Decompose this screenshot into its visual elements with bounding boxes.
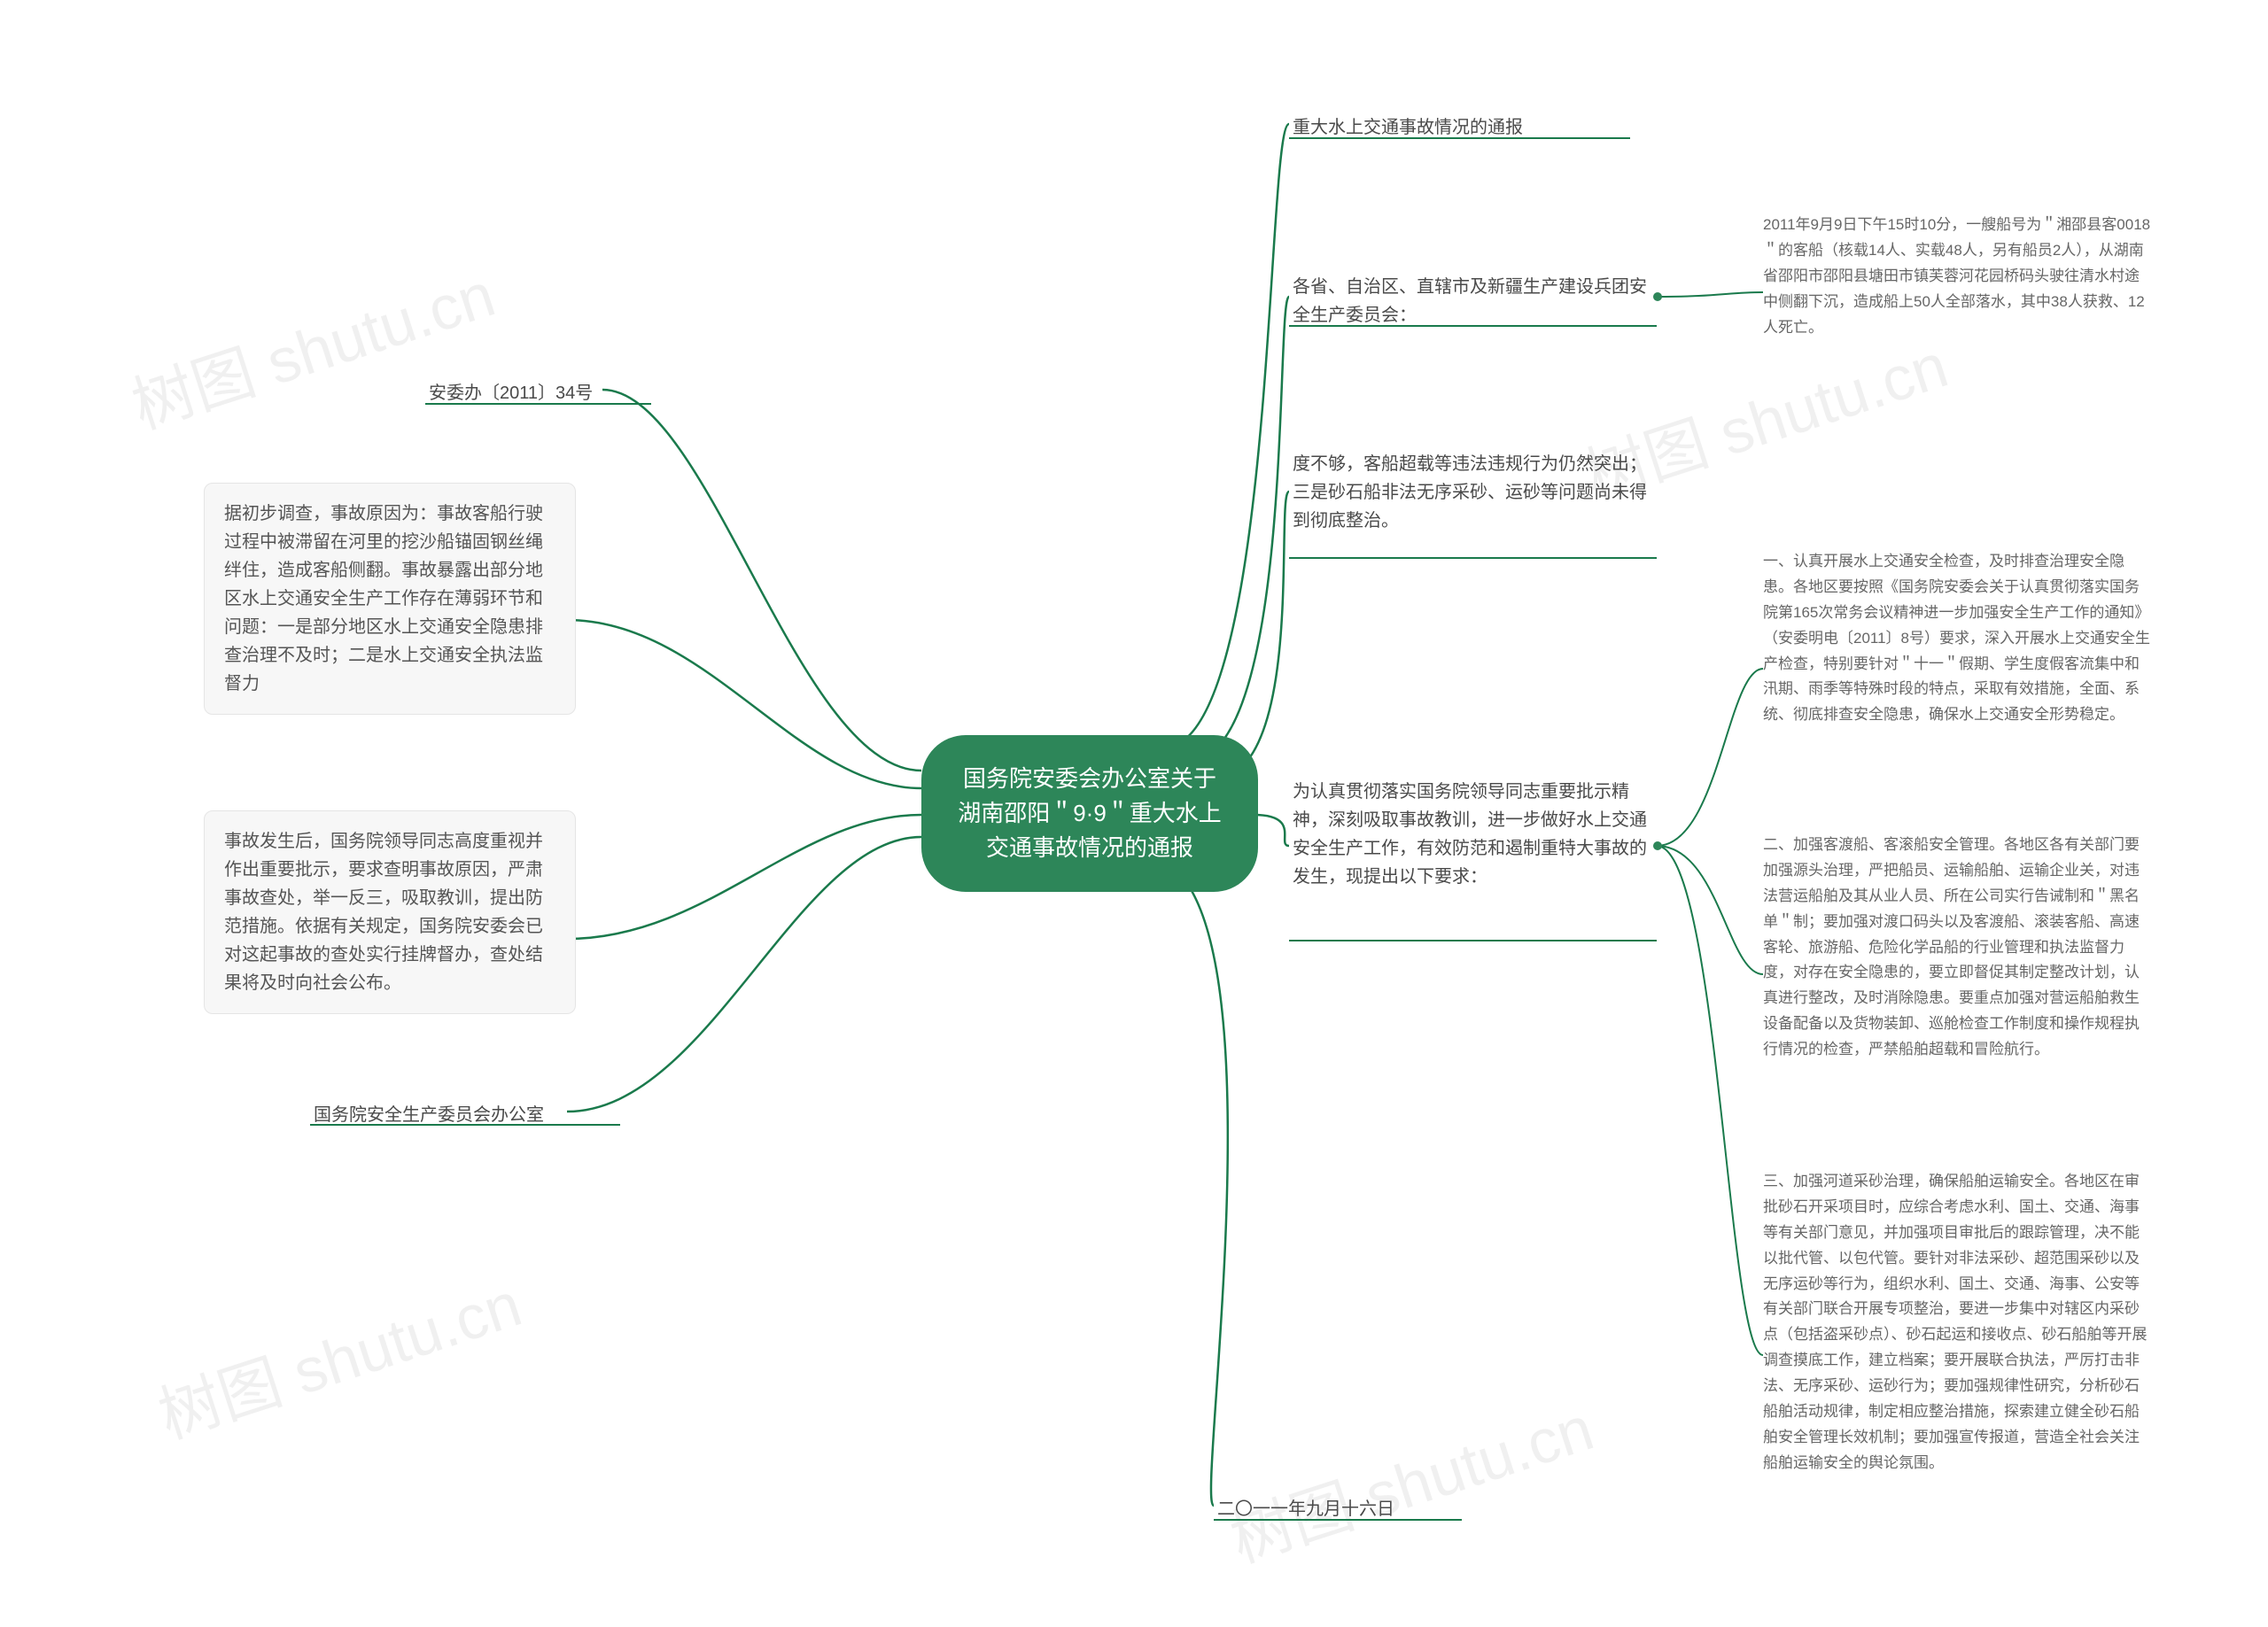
right-node-r4a[interactable]: 一、认真开展水上交通安全检查，及时排查治理安全隐患。各地区要按照《国务院安委会关… [1763,549,2153,728]
node-text: 三、加强河道采砂治理，确保船舶运输安全。各地区在审批砂石开采项目时，应综合考虑水… [1763,1173,2148,1471]
left-node-l2[interactable]: 据初步调查，事故原因为：事故客船行驶过程中被滞留在河里的挖沙船锚固钢丝绳绊住，造… [204,483,576,715]
node-text: 各省、自治区、直辖市及新疆生产建设兵团安全生产委员会： [1293,277,1647,325]
node-text: 据初步调查，事故原因为：事故客船行驶过程中被滞留在河里的挖沙船锚固钢丝绳绊住，造… [224,504,543,693]
node-text: 二、加强客渡船、客滚船安全管理。各地区各有关部门要加强源头治理，严把船员、运输船… [1763,836,2140,1058]
right-node-r4[interactable]: 为认真贯彻落实国务院领导同志重要批示精神，深刻吸取事故教训，进一步做好水上交通安… [1289,771,1661,898]
right-node-r4c[interactable]: 三、加强河道采砂治理，确保船舶运输安全。各地区在审批砂石开采项目时，应综合考虑水… [1763,1169,2153,1476]
left-node-l1[interactable]: 安委办〔2011〕34号 [425,372,596,414]
right-node-r4b[interactable]: 二、加强客渡船、客滚船安全管理。各地区各有关部门要加强源头治理，严把船员、运输船… [1763,833,2153,1063]
right-node-r5[interactable]: 二〇一一年九月十六日 [1214,1488,1398,1530]
left-node-l4[interactable]: 国务院安全生产委员会办公室 [310,1094,548,1136]
center-node[interactable]: 国务院安委会办公室关于湖南邵阳＂9·9＂重大水上交通事故情况的通报 [921,735,1258,892]
node-text: 二〇一一年九月十六日 [1217,1499,1394,1519]
node-text: 度不够，客船超载等违法违规行为仍然突出；三是砂石船非法无序采砂、运砂等问题尚未得… [1293,454,1647,531]
node-text: 国务院安全生产委员会办公室 [314,1105,544,1125]
branch-dot [1653,292,1662,301]
branch-dot [1653,841,1662,850]
left-node-l3[interactable]: 事故发生后，国务院领导同志高度重视并作出重要批示，要求查明事故原因，严肃事故查处… [204,810,576,1014]
node-text: 2011年9月9日下午15时10分，一艘船号为＂湘邵县客0018＂的客船（核载1… [1763,216,2150,336]
right-node-r2a[interactable]: 2011年9月9日下午15时10分，一艘船号为＂湘邵县客0018＂的客船（核载1… [1763,213,2153,340]
node-text: 一、认真开展水上交通安全检查，及时排查治理安全隐患。各地区要按照《国务院安委会关… [1763,553,2150,723]
center-title: 国务院安委会办公室关于湖南邵阳＂9·9＂重大水上交通事故情况的通报 [958,765,1222,861]
right-node-r1[interactable]: 重大水上交通事故情况的通报 [1289,106,1526,149]
node-text: 安委办〔2011〕34号 [429,384,593,403]
node-text: 事故发生后，国务院领导同志高度重视并作出重要批示，要求查明事故原因，严肃事故查处… [224,832,543,993]
node-text: 重大水上交通事故情况的通报 [1293,118,1523,137]
node-text: 为认真贯彻落实国务院领导同志重要批示精神，深刻吸取事故教训，进一步做好水上交通安… [1293,782,1647,887]
right-node-r2[interactable]: 各省、自治区、直辖市及新疆生产建设兵团安全生产委员会： [1289,266,1661,337]
right-node-r3[interactable]: 度不够，客船超载等违法违规行为仍然突出；三是砂石船非法无序采砂、运砂等问题尚未得… [1289,443,1661,542]
